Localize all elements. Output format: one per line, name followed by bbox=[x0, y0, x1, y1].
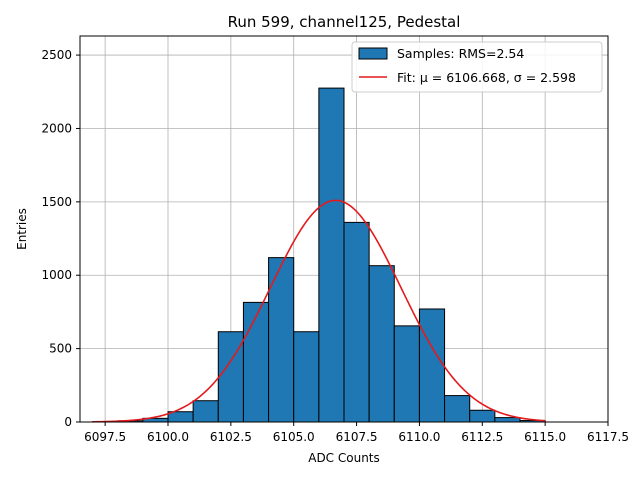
histogram-bar-8 bbox=[293, 331, 320, 423]
x-tick-label-2: 6102.5 bbox=[210, 430, 252, 444]
histogram-bar-14 bbox=[444, 395, 471, 423]
y-tick-label-0: 0 bbox=[64, 415, 72, 429]
legend-label-fit: Fit: μ = 6106.668, σ = 2.598 bbox=[397, 70, 576, 85]
legend: Samples: RMS=2.54 Fit: μ = 6106.668, σ =… bbox=[351, 41, 603, 93]
fit-curve bbox=[92, 199, 546, 423]
x-tick-label-6: 6112.5 bbox=[461, 430, 503, 444]
legend-label-samples: Samples: RMS=2.54 bbox=[397, 46, 524, 61]
y-tick-label-1: 500 bbox=[49, 342, 72, 356]
histogram-bar-4 bbox=[192, 400, 219, 423]
histogram-bar-11 bbox=[368, 265, 395, 423]
x-axis-ticks: 6097.5 6100.0 6102.5 6105.0 6107.5 6110.0 6112… bbox=[84, 422, 629, 444]
histogram-bar-16 bbox=[494, 417, 521, 423]
y-tick-label-4: 2000 bbox=[41, 121, 72, 135]
histogram-bar-15 bbox=[469, 409, 496, 423]
y-tick-label-3: 1500 bbox=[41, 195, 72, 209]
legend-swatch-samples bbox=[358, 47, 388, 60]
legend-box bbox=[351, 41, 603, 93]
histogram-bar-9 bbox=[318, 87, 345, 423]
histogram-bars bbox=[92, 87, 546, 423]
y-axis-label: Entries bbox=[15, 208, 29, 250]
x-tick-label-1: 6100.0 bbox=[147, 430, 189, 444]
histogram-bar-6 bbox=[242, 301, 270, 423]
x-tick-label-7: 6115.0 bbox=[524, 430, 566, 444]
chart-title: Run 599, channel125, Pedestal bbox=[228, 13, 461, 31]
x-tick-label-5: 6110.0 bbox=[398, 430, 440, 444]
histogram-bar-10 bbox=[343, 221, 370, 423]
y-axis-ticks: 0 500 1000 1500 2000 2500 bbox=[41, 48, 80, 429]
y-tick-label-2: 1000 bbox=[41, 268, 72, 282]
x-tick-label-4: 6107.5 bbox=[336, 430, 378, 444]
histogram-bar-12 bbox=[393, 325, 420, 423]
plot-frame bbox=[79, 35, 609, 423]
x-axis-label: ADC Counts bbox=[308, 451, 380, 465]
x-tick-label-3: 6105.0 bbox=[273, 430, 315, 444]
histogram-bar-13 bbox=[418, 308, 446, 423]
x-tick-label-8: 6117.5 bbox=[587, 430, 629, 444]
x-tick-label-0: 6097.5 bbox=[84, 430, 126, 444]
y-tick-label-5: 2500 bbox=[41, 48, 72, 62]
